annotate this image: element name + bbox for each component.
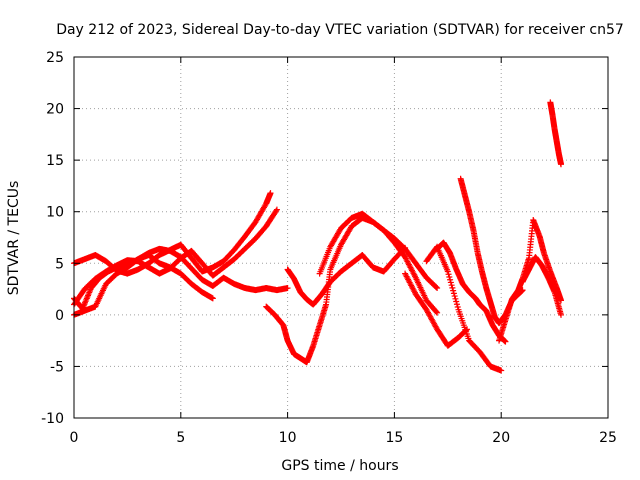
data-point: [450, 290, 457, 297]
series-track-9: [423, 243, 505, 374]
data-point: [449, 284, 456, 291]
series-track-13: [519, 254, 565, 318]
data-point: [273, 207, 280, 214]
y-tick-labels: -10 -5 0 5 10 15 20 25: [41, 50, 64, 427]
series-track-10: [434, 239, 509, 345]
series-track-6: [263, 214, 441, 366]
x-tick-label: 5: [176, 430, 185, 446]
data-point: [284, 285, 291, 292]
axis-ticks: [73, 56, 609, 419]
series-track-7: [316, 210, 441, 316]
data-point: [434, 309, 441, 316]
data-point: [433, 284, 440, 291]
x-tick-label: 10: [279, 430, 297, 446]
y-tick-label: 0: [55, 308, 64, 324]
y-tick-label: 5: [55, 256, 64, 272]
y-tick-label: 15: [46, 153, 64, 169]
series-track-14: [547, 99, 565, 168]
data-point: [447, 276, 454, 283]
data-point: [446, 273, 453, 280]
data-point: [209, 295, 216, 302]
series-track-3: [71, 245, 291, 312]
data-point: [447, 279, 454, 286]
series-track-12: [496, 216, 565, 344]
x-tick-label: 0: [70, 430, 79, 446]
data-marks: [71, 99, 565, 374]
grid-layer: [74, 57, 608, 418]
data-point: [450, 287, 457, 294]
y-tick-label: -5: [50, 359, 64, 375]
y-tick-label: 10: [46, 205, 64, 221]
y-tick-label: 20: [46, 102, 64, 118]
data-point: [433, 308, 440, 315]
x-tick-label: 25: [599, 430, 617, 446]
data-point: [558, 161, 565, 168]
data-point: [502, 338, 509, 345]
y-axis-label: SDTVAR / TECUs: [6, 181, 22, 296]
data-point: [452, 295, 459, 302]
data-point: [453, 301, 460, 308]
data-point: [434, 285, 441, 292]
plot-frame: [73, 56, 609, 419]
data-point: [558, 311, 565, 318]
data-point: [451, 293, 458, 300]
chart-title: Day 212 of 2023, Sidereal Day-to-day VTE…: [56, 22, 624, 38]
series-track-11: [457, 175, 526, 327]
y-tick-label: -10: [41, 411, 64, 427]
data-point: [448, 282, 455, 289]
x-tick-labels: 0 5 10 15 20 25: [70, 430, 617, 446]
x-axis-label: GPS time / hours: [281, 458, 398, 474]
data-point: [445, 271, 452, 278]
data-point: [453, 298, 460, 305]
data-point: [498, 367, 505, 374]
x-tick-label: 15: [385, 430, 403, 446]
series-track-4: [71, 252, 216, 318]
y-tick-label: 25: [46, 50, 64, 66]
data-point: [444, 268, 451, 275]
x-tick-label: 20: [492, 430, 510, 446]
data-point: [454, 303, 461, 310]
data-point: [273, 206, 280, 213]
series-track-5: [284, 244, 409, 308]
series-track-8: [402, 270, 471, 349]
data-point: [267, 190, 274, 197]
